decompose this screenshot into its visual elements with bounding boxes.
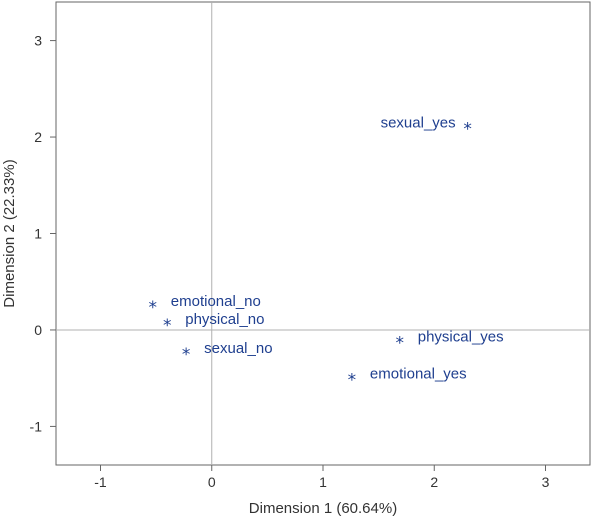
point-label: emotional_no bbox=[171, 293, 261, 310]
x-tick-label: -1 bbox=[94, 474, 107, 490]
data-points: * sexual_yes * emotional_no * physical_no * sex… bbox=[149, 114, 504, 390]
data-point: * emotional_yes bbox=[348, 365, 467, 390]
reference-lines bbox=[56, 2, 590, 465]
point-marker: * bbox=[163, 316, 172, 336]
y-tick-label: -1 bbox=[30, 418, 43, 434]
x-tick-label: 3 bbox=[542, 474, 550, 490]
point-label: sexual_yes bbox=[381, 114, 456, 131]
x-axis: -1 0 1 2 3 bbox=[94, 465, 550, 490]
x-tick-label: 0 bbox=[208, 474, 216, 490]
point-label: emotional_yes bbox=[370, 365, 467, 382]
x-tick-label: 1 bbox=[319, 474, 327, 490]
x-axis-title: Dimension 1 (60.64%) bbox=[249, 500, 397, 517]
point-label: physical_yes bbox=[418, 329, 504, 346]
y-tick-label: 0 bbox=[34, 322, 42, 338]
y-tick-label: 2 bbox=[34, 129, 42, 145]
y-axis: -1 0 1 2 3 bbox=[30, 33, 56, 434]
point-marker: * bbox=[182, 345, 191, 365]
plot-frame-rect bbox=[55, 1, 591, 466]
point-marker: * bbox=[348, 370, 357, 390]
point-marker: * bbox=[463, 119, 472, 139]
data-point: * sexual_no bbox=[182, 340, 273, 365]
plot-frame bbox=[55, 1, 591, 466]
y-axis-title: Dimension 2 (22.33%) bbox=[1, 159, 18, 307]
x-tick-label: 2 bbox=[430, 474, 438, 490]
point-label: sexual_no bbox=[204, 340, 272, 357]
data-point: * emotional_no bbox=[149, 293, 261, 318]
data-point: * sexual_yes bbox=[381, 114, 472, 139]
y-tick-label: 3 bbox=[34, 33, 42, 49]
data-point: * physical_yes bbox=[396, 329, 504, 354]
data-point: * physical_no bbox=[163, 311, 264, 336]
point-marker: * bbox=[149, 298, 158, 318]
y-tick-label: 1 bbox=[34, 226, 42, 242]
point-label: physical_no bbox=[185, 311, 264, 328]
point-marker: * bbox=[396, 334, 405, 354]
